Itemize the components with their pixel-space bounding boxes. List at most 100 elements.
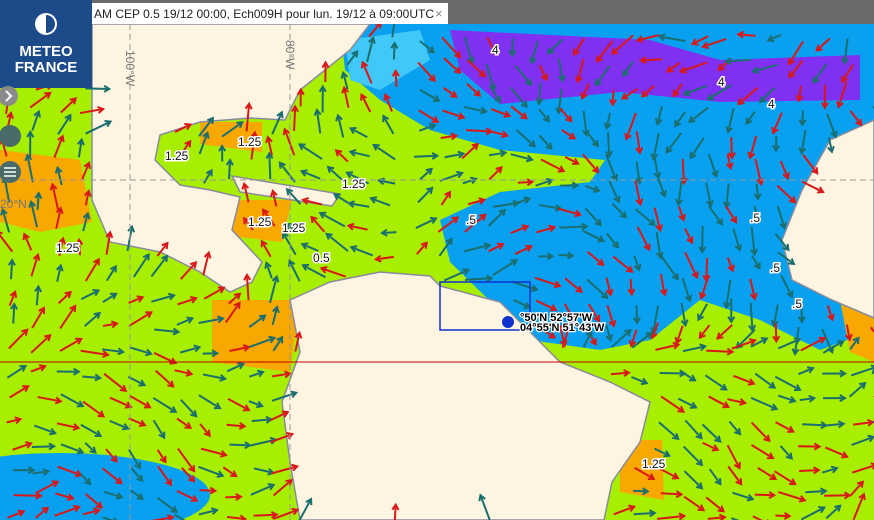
tab-close[interactable]: × (435, 6, 443, 21)
arrow-head (819, 487, 828, 496)
wind-arrow (243, 217, 254, 231)
contour-label: 1.25 (248, 215, 272, 229)
arrow-head (260, 239, 268, 248)
wind-arrow (799, 469, 819, 473)
arrow-head (349, 245, 358, 253)
arrow-head (391, 69, 400, 77)
arrow-head (282, 231, 289, 239)
arrow-head (680, 319, 689, 328)
wind-arrow (824, 422, 844, 427)
wind-arrow (461, 143, 479, 160)
wind-arrow (798, 367, 814, 376)
wind-arrow (653, 156, 660, 179)
wind-arrow (272, 479, 293, 497)
wind-arrow (514, 65, 532, 86)
arrow-head (369, 196, 378, 204)
wind-arrows (0, 8, 874, 520)
arrow-head (297, 143, 306, 151)
wind-arrow (563, 303, 576, 322)
wind-arrow (226, 362, 244, 373)
wind-arrow (245, 103, 251, 132)
arrow-head (49, 427, 57, 436)
expand-button[interactable] (0, 86, 18, 106)
wind-arrow (226, 423, 245, 428)
wind-arrow (265, 262, 273, 279)
wind-arrow (227, 398, 250, 411)
wind-arrow (812, 63, 828, 84)
wind-arrow (85, 493, 103, 509)
arrow-head (839, 394, 847, 403)
wind-arrow (773, 470, 796, 485)
arrow-head (271, 274, 280, 283)
wind-arrow (774, 375, 801, 391)
wind-arrow (248, 314, 266, 328)
arrow-head (119, 384, 128, 392)
wind-arrow (582, 230, 604, 242)
wind-arrow (12, 442, 32, 451)
arrow-head (827, 313, 835, 322)
arrow-head (184, 139, 192, 148)
wind-arrow (851, 366, 874, 377)
wind-arrow (443, 268, 469, 282)
wind-arrow (55, 492, 74, 500)
arrow-head (241, 181, 250, 190)
wind-arrow (708, 205, 723, 225)
arrow-head (730, 216, 738, 224)
arrow-head (55, 263, 64, 272)
arrow-head (526, 178, 535, 187)
layers-button[interactable] (0, 125, 21, 147)
wind-arrow (749, 135, 758, 158)
tab[interactable] (90, 3, 448, 24)
arrow-head (653, 171, 662, 180)
wind-arrow (605, 232, 619, 248)
arrow-head (565, 115, 573, 123)
arrow-head (21, 328, 29, 336)
arrow-head (716, 332, 724, 340)
arrow-head (127, 224, 136, 233)
arrow-head (736, 97, 745, 106)
arrow-head (136, 474, 144, 483)
arrow-head (797, 316, 806, 324)
arrow-head (699, 343, 708, 352)
arrow-head (89, 446, 97, 454)
wind-arrow (637, 34, 660, 42)
wind-arrow (772, 112, 783, 134)
wind-arrow (777, 338, 801, 350)
wind-arrow (684, 252, 698, 278)
wind-arrow (530, 40, 539, 64)
wind-arrow (298, 498, 312, 520)
wind-arrow (557, 58, 564, 82)
wind-arrow (6, 365, 27, 379)
wind-arrow (634, 180, 642, 205)
arrow-head (818, 336, 827, 344)
wind-arrow (105, 448, 118, 462)
wind-arrow (30, 254, 39, 277)
wind-arrow (464, 277, 492, 281)
arrow-head (788, 196, 797, 204)
wind-arrow (253, 513, 277, 517)
wind-arrow (726, 153, 732, 169)
wind-arrow (466, 83, 481, 97)
wind-arrow (0, 233, 14, 253)
wind-arrow (151, 294, 175, 303)
arrow-head (528, 140, 537, 148)
arrow-head (788, 57, 795, 66)
wind-arrow (869, 326, 874, 333)
arrow-head (225, 158, 234, 166)
wind-arrow (631, 332, 653, 349)
wind-arrow (199, 489, 216, 492)
arrow-head (612, 241, 620, 249)
arrow-head (723, 301, 731, 310)
arrow-head (285, 478, 294, 487)
arrow-head (55, 206, 64, 215)
arrow-head (542, 115, 551, 123)
wind-arrow (595, 65, 611, 86)
arrow-head (830, 130, 838, 139)
arrow-head (93, 257, 100, 266)
wave-zone (0, 453, 210, 520)
wind-arrow (672, 83, 683, 97)
wind-arrow (198, 117, 214, 137)
wind-arrow (56, 167, 63, 186)
arrow-head (844, 333, 853, 342)
